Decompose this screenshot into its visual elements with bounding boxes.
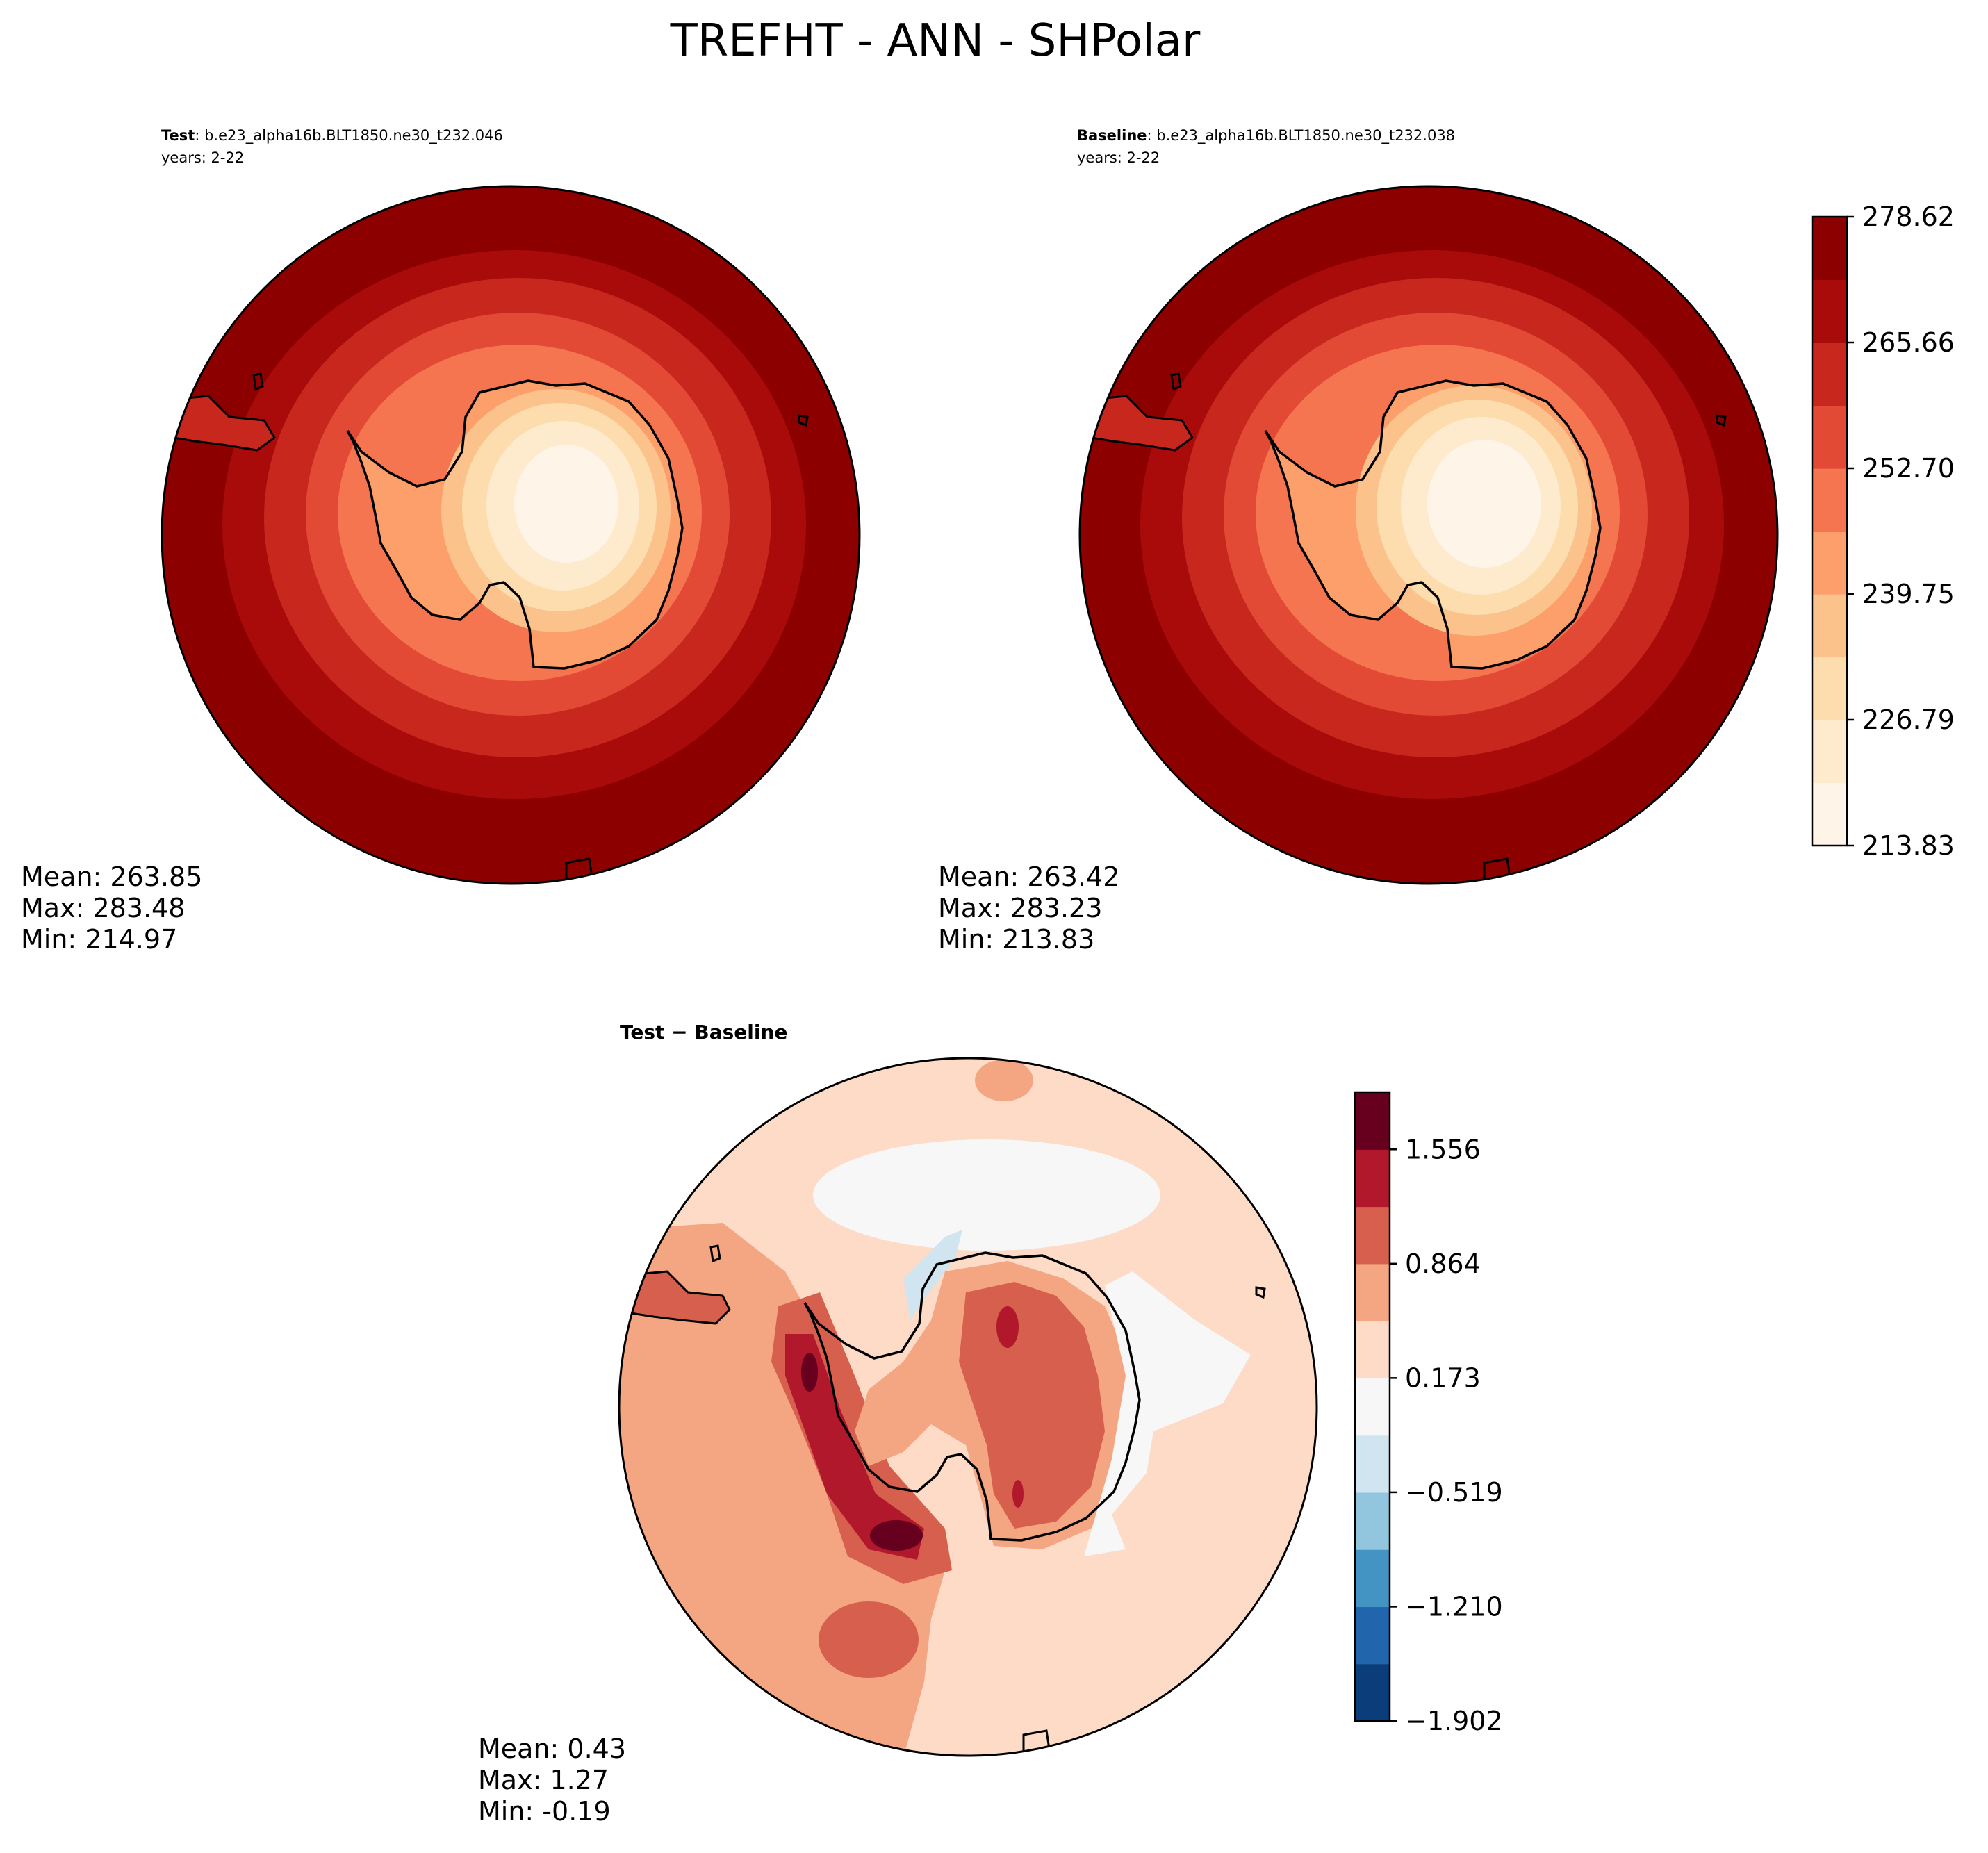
abs-colorbar-segment-2 [1812,657,1847,720]
test-max: Max: 283.48 [21,893,185,923]
abs-colorbar-tick-label: 278.62 [1862,201,1955,232]
baseline-years: years: 2-22 [1077,149,1160,166]
baseline-min: Min: 213.83 [938,924,1094,955]
diff-max-spot-b [801,1353,818,1392]
test-island-a [252,372,264,391]
abs-colorbar-segment-0 [1812,782,1847,846]
diff-patch-top [975,1060,1033,1101]
abs-colorbar-segment-1 [1812,720,1847,784]
diff-colorbar: 1.556 0.864 0.173 −0.519 −1.210 −1.902 [1354,1091,1503,1736]
diff-colorbar-segment-1 [1355,1606,1390,1665]
diff-colorbar-tick-label: 0.173 [1405,1362,1481,1393]
figure-title: TREFHT - ANN - SHPolar [670,15,1201,67]
diff-colorbar-segment-5 [1355,1378,1390,1436]
diff-colorbar-segment-10 [1355,1092,1390,1150]
diff-mean: Mean: 0.43 [478,1733,626,1764]
abs-colorbar-tick-label: 265.66 [1862,327,1955,358]
diff-warm-core [785,1334,924,1560]
abs-colorbar-segment-3 [1812,594,1847,658]
diff-colorbar-tick-label: −1.210 [1405,1591,1503,1622]
diff-colorbar-segment-9 [1355,1149,1390,1208]
diff-colorbar-frame [1354,1091,1391,1722]
diff-colorbar-tick-label: 0.864 [1405,1249,1481,1279]
baseline-panel: Baseline: b.e23_alpha16b.BLT1850.ne30_t2… [938,127,1955,955]
test-south-america [171,395,276,452]
baseline-south-america [1089,395,1194,452]
baseline-band-226 [1427,440,1541,568]
test-map [162,186,860,884]
diff-min: Min: -0.19 [478,1796,611,1827]
test-map-border [161,185,861,885]
diff-max: Max: 1.27 [478,1765,609,1795]
baseline-mean: Mean: 263.42 [938,862,1119,892]
abs-colorbar-tick-label: 239.75 [1862,579,1955,609]
diff-map-border [618,1057,1318,1757]
diff-colorbar-tick-label: 1.556 [1405,1134,1481,1164]
diff-continent-warm [959,1282,1105,1529]
baseline-island-a [1170,372,1182,391]
baseline-max: Max: 283.23 [938,893,1102,923]
test-mean: Mean: 263.85 [21,862,202,892]
diff-colorbar-segment-4 [1355,1435,1390,1493]
abs-colorbar-tick-label: 213.83 [1862,830,1955,861]
test-title: Test: b.e23_alpha16b.BLT1850.ne30_t232.0… [161,127,503,145]
diff-max-spot-a [870,1520,923,1551]
abs-colorbar-segment-7 [1812,343,1847,406]
diff-near-zero [813,1139,1160,1251]
abs-colorbar-segment-6 [1812,405,1847,469]
abs-colorbar-segment-4 [1812,531,1847,595]
baseline-colorbar: 278.62 265.66 252.70 239.75 226.79 213.83 [1811,201,1955,861]
test-panel: Test: b.e23_alpha16b.BLT1850.ne30_t232.0… [21,127,861,955]
abs-colorbar-segment-5 [1812,468,1847,532]
abs-colorbar-tick-label: 226.79 [1862,705,1955,735]
baseline-title: Baseline: b.e23_alpha16b.BLT1850.ne30_t2… [1077,127,1455,145]
diff-colorbar-segment-0 [1355,1663,1390,1722]
diff-colorbar-segment-7 [1355,1263,1390,1321]
diff-colorbar-segment-6 [1355,1321,1390,1378]
diff-cold-tongue [903,1230,962,1320]
abs-colorbar-frame [1811,215,1848,847]
diff-colorbar-segment-8 [1355,1206,1390,1265]
diff-south-america [628,1270,731,1325]
diff-island-a [709,1244,721,1263]
diff-colorbar-segment-3 [1355,1492,1390,1550]
baseline-map-border [1078,185,1779,885]
diff-panel: Test − Baseline Mean: [478,1021,1503,1827]
abs-colorbar-tick-label: 252.70 [1862,453,1955,484]
baseline-island-b [1716,414,1727,427]
test-min: Min: 214.97 [21,924,177,955]
baseline-map [1080,186,1777,884]
test-island-b [798,414,809,427]
diff-colorbar-tick-label: −1.902 [1405,1706,1503,1736]
abs-colorbar-segment-8 [1812,279,1847,343]
diff-island-b [1255,1286,1266,1299]
test-years: years: 2-22 [161,149,244,166]
diff-spot-c [996,1306,1019,1348]
diff-map [619,1058,1317,1756]
diff-arm-warm [819,1601,919,1678]
diff-near-zero-b [1084,1271,1251,1556]
diff-colorbar-tick-label: −0.519 [1405,1477,1503,1508]
abs-colorbar-segment-9 [1812,217,1847,281]
test-band-226 [514,445,618,563]
diff-colorbar-segment-2 [1355,1549,1390,1608]
diff-title: Test − Baseline [620,1021,787,1044]
diff-spot-d [1012,1480,1024,1508]
